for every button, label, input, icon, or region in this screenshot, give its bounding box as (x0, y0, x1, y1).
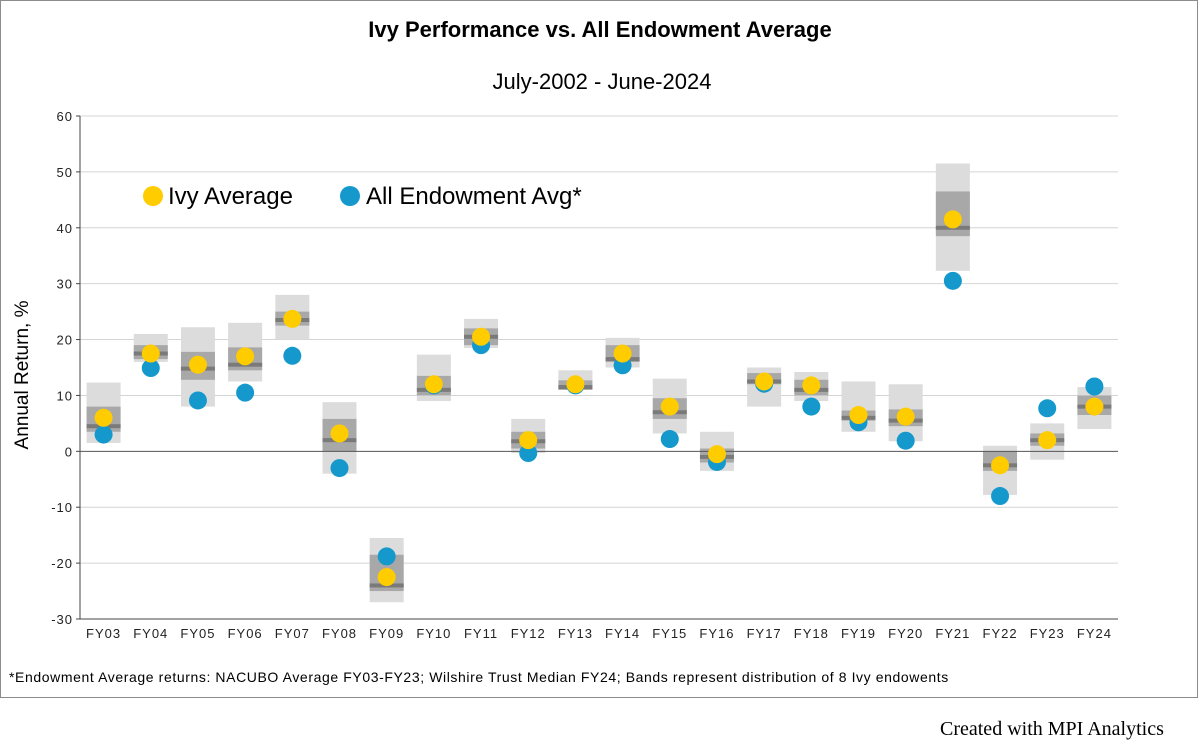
ivy-point (613, 344, 632, 363)
ivy-point (424, 375, 443, 394)
y-tick-label: 10 (57, 388, 73, 403)
x-tick-label: FY15 (652, 626, 687, 641)
x-tick-label: FY21 (935, 626, 970, 641)
x-tick-label: FY11 (464, 626, 498, 641)
ivy-point (330, 424, 349, 443)
x-tick-label: FY04 (133, 626, 168, 641)
x-tick-label: FY16 (699, 626, 734, 641)
endowment-point (1038, 399, 1057, 418)
endowment-point (943, 271, 962, 290)
endowment-point (141, 359, 160, 378)
x-tick-label: FY08 (322, 626, 357, 641)
y-tick-label: 20 (57, 333, 73, 348)
y-tick-label: 50 (57, 165, 73, 180)
chart-subtitle: July-2002 - June-2024 (493, 69, 712, 94)
legend-ivy-marker (143, 186, 163, 206)
x-tick-label: FY07 (275, 626, 310, 641)
endowment-series (94, 271, 1104, 566)
x-tick-label: FY22 (983, 626, 1018, 641)
ivy-point (849, 406, 868, 425)
ivy-point (94, 408, 113, 427)
y-tick-label: -10 (51, 500, 73, 515)
endowment-point (283, 346, 302, 365)
x-tick-label: FY20 (888, 626, 923, 641)
x-tick-label: FY10 (416, 626, 451, 641)
endowment-point (236, 383, 255, 402)
ivy-point (802, 376, 821, 395)
chart-canvas: Ivy Performance vs. All Endowment Averag… (9, 17, 1118, 685)
ivy-point (377, 568, 396, 587)
legend-ivy-label: Ivy Average (168, 183, 293, 210)
ivy-point (566, 375, 585, 394)
ivy-point (519, 431, 538, 450)
endowment-point (896, 431, 915, 450)
distribution-bands (86, 163, 1112, 603)
ivy-point (1085, 397, 1104, 416)
x-tick-labels: FY03 FY04 FY05 FY06 FY07 FY08 FY09 FY10 FY11 FY12… (86, 626, 1112, 641)
ivy-point (755, 372, 774, 391)
ivy-point (236, 347, 255, 366)
endowment-point (1085, 377, 1104, 396)
axes (76, 115, 1118, 620)
y-tick-label: 60 (57, 109, 73, 124)
ivy-point (283, 309, 302, 328)
y-tick-label: 30 (57, 277, 73, 292)
ivy-point (141, 344, 160, 363)
endowment-point (519, 444, 538, 463)
endowment-point (660, 430, 679, 449)
endowment-point (330, 459, 349, 478)
x-tick-label: FY06 (228, 626, 263, 641)
ivy-point (472, 327, 491, 346)
x-tick-label: FY14 (605, 626, 640, 641)
legend-endowment-label: All Endowment Avg* (366, 183, 582, 210)
legend-endowment-marker (340, 186, 360, 206)
x-tick-label: FY09 (369, 626, 404, 641)
x-tick-label: FY05 (180, 626, 215, 641)
y-tick-label: -30 (51, 612, 73, 627)
ivy-point (660, 397, 679, 416)
endowment-point (188, 391, 207, 410)
x-tick-label: FY03 (86, 626, 121, 641)
ivy-point (707, 445, 726, 464)
endowment-point (377, 547, 396, 566)
y-axis-label: Annual Return, % (12, 300, 33, 449)
footnote: *Endowment Average returns: NACUBO Avera… (9, 669, 949, 685)
x-tick-label: FY12 (511, 626, 546, 641)
ivy-point (896, 407, 915, 426)
x-tick-label: FY23 (1030, 626, 1065, 641)
endowment-point (991, 487, 1010, 506)
y-tick-labels: -30 -20 -10 0 10 20 30 40 50 60 (51, 109, 73, 627)
ivy-point (188, 355, 207, 374)
y-tick-label: 0 (65, 444, 73, 459)
credit-text: Created with MPI Analytics (940, 718, 1164, 740)
legend: Ivy Average All Endowment Avg* (143, 183, 582, 210)
y-tick-label: 40 (57, 221, 73, 236)
x-tick-label: FY24 (1077, 626, 1112, 641)
ivy-point (991, 456, 1010, 475)
x-tick-label: FY17 (747, 626, 782, 641)
endowment-point (94, 425, 113, 444)
ivy-series (94, 210, 1104, 587)
x-tick-label: FY18 (794, 626, 829, 641)
x-tick-label: FY19 (841, 626, 876, 641)
ivy-point (943, 210, 962, 229)
y-tick-label: -20 (51, 556, 73, 571)
x-tick-label: FY13 (558, 626, 593, 641)
endowment-point (802, 397, 821, 416)
ivy-point (1038, 431, 1057, 450)
chart-title: Ivy Performance vs. All Endowment Averag… (368, 17, 831, 42)
